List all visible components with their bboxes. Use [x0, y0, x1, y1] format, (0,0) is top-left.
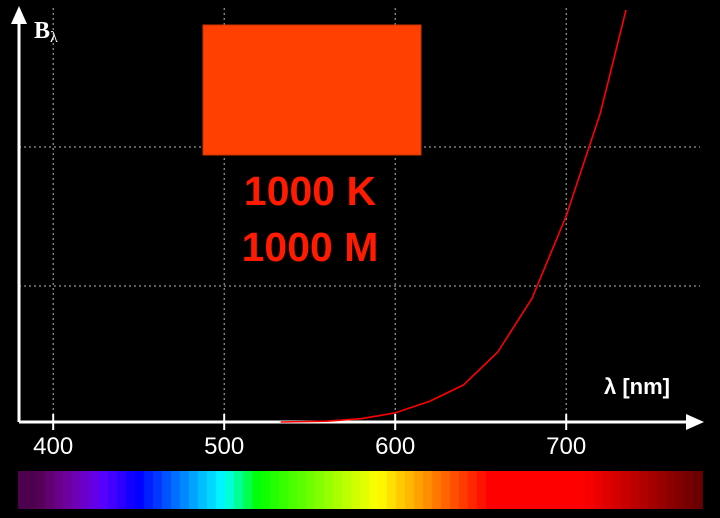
x-tick-label: 700 [546, 433, 587, 460]
x-tick-label: 500 [204, 433, 245, 460]
planck-curve [280, 9, 627, 423]
visible-spectrum-bar [18, 471, 703, 509]
color-swatch [202, 24, 422, 156]
x-ticks [52, 414, 568, 430]
x-tick-label: 400 [33, 433, 74, 460]
y-axis-arrow [11, 6, 27, 24]
x-tick-label: 600 [375, 433, 416, 460]
x-axis-label: λ [nm] [604, 374, 670, 399]
x-axis-arrow [686, 414, 704, 430]
temperature-label: 1000 K [243, 168, 377, 214]
magnitude-label: 1000 M [241, 224, 379, 270]
y-axis-label: Bλ [34, 18, 58, 46]
axes [11, 6, 704, 430]
